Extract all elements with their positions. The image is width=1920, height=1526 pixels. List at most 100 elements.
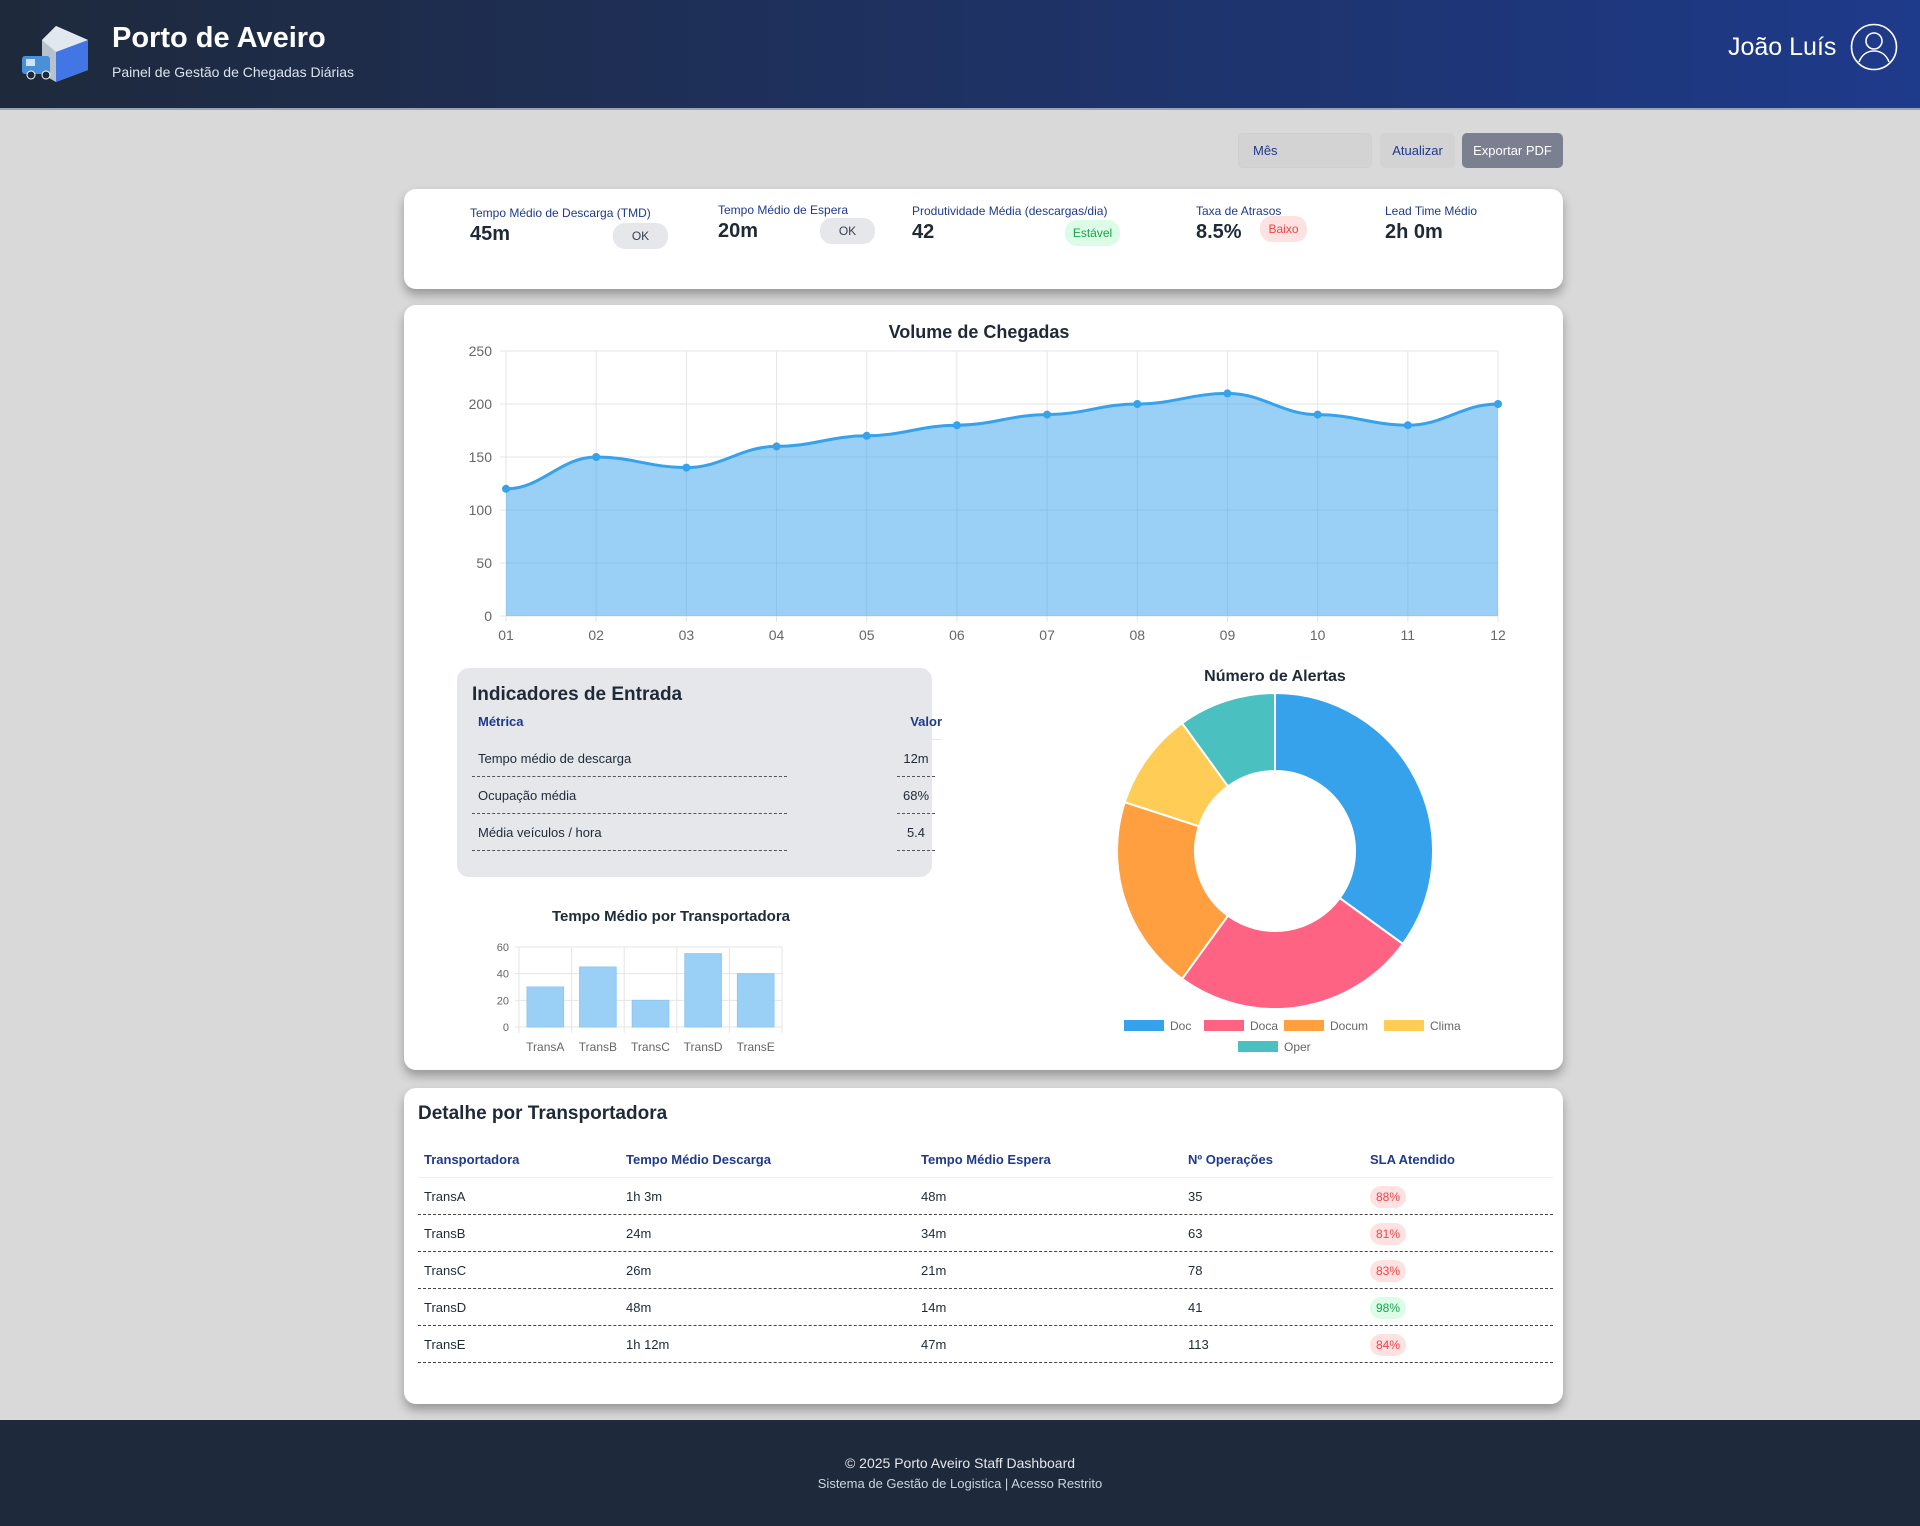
y-tick-label: 50 [476, 555, 492, 571]
legend-swatch [1124, 1020, 1164, 1031]
kpi-label: Tempo Médio de Descarga (TMD) [470, 206, 651, 220]
data-point [592, 453, 601, 461]
kpi-badge: Estável [1065, 220, 1120, 246]
donut-slice [1274, 691, 1434, 946]
table-row[interactable]: TransD 48m 14m 41 98% [418, 1289, 1553, 1326]
table-row[interactable]: TransB 24m 34m 63 81% [418, 1215, 1553, 1252]
donut-slice [1180, 691, 1276, 788]
footer-copyright: © 2025 Porto Aveiro Staff Dashboard [844, 1455, 1076, 1471]
x-tick-label: TransD [684, 1040, 723, 1054]
y-tick-label: 60 [497, 942, 509, 954]
legend-label: Clima [1430, 1019, 1461, 1033]
legend-swatch [1284, 1020, 1324, 1031]
x-tick-label: TransC [631, 1040, 670, 1054]
user-circle-icon[interactable] [1850, 23, 1898, 71]
y-tick-label: 150 [469, 449, 493, 465]
bar [684, 953, 722, 1028]
y-tick-label: 250 [469, 343, 493, 359]
legend-swatch [1238, 1041, 1278, 1052]
col-header[interactable]: SLA Atendido [1370, 1152, 1455, 1167]
col-header[interactable]: Nº Operações [1188, 1152, 1273, 1167]
indicator-value: 68% [897, 777, 935, 814]
legend-label: Oper [1284, 1040, 1311, 1054]
carrier-time-bar-chart: Tempo Médio por Transportadora 0 20 40 60 Tra… [497, 908, 791, 1054]
kpi-wait: Tempo Médio de Espera 20m [718, 203, 848, 243]
legend-label: Doc [1170, 1019, 1191, 1033]
series-line [505, 391, 1499, 491]
legend-label: Doca [1250, 1019, 1278, 1033]
alerts-donut-chart: Número de Alertas Doc Doca Docum Clima Oper [1116, 668, 1461, 1054]
chart-title: Volume de Chegadas [889, 322, 1070, 342]
table-row[interactable]: TransE 1h 12m 47m 113 84% [418, 1326, 1553, 1363]
area-fill [506, 393, 1498, 616]
x-tick-label: 03 [679, 627, 695, 643]
bar [579, 966, 617, 1028]
kpi-label: Lead Time Médio [1385, 204, 1478, 218]
donut-slice [1116, 800, 1230, 981]
indicator-value: 12m [897, 740, 935, 777]
metric-header: Métrica [472, 703, 787, 740]
indicator-metric: Tempo médio de descarga [472, 740, 787, 777]
y-tick-label: 200 [469, 396, 493, 412]
app-subtitle: Painel de Gestão de Chegadas Diárias [112, 64, 355, 80]
table-title: Detalhe por Transportadora [418, 1103, 668, 1124]
carrier-name: TransA [424, 1189, 466, 1204]
unload-time: 26m [626, 1263, 652, 1278]
table-row[interactable]: TransA 1h 3m 48m 35 88% [418, 1178, 1553, 1215]
wait-time: 47m [921, 1337, 947, 1352]
kpi-badge: Baixo [1260, 216, 1307, 242]
kpi-value: 42 [912, 221, 935, 243]
legend-swatch [1204, 1020, 1244, 1031]
kpi-value: 20m [718, 220, 759, 242]
x-tick-label: 07 [1039, 627, 1055, 643]
data-point [1043, 410, 1052, 419]
unload-time: 1h 3m [626, 1189, 663, 1204]
wait-time: 48m [921, 1189, 947, 1204]
user-name[interactable]: João Luís [1728, 33, 1837, 61]
carrier-name: TransB [424, 1226, 466, 1241]
data-point [1313, 410, 1322, 419]
kpi-value: 8.5% [1196, 221, 1242, 243]
legend-label: Docum [1330, 1019, 1368, 1033]
data-point [1133, 400, 1142, 408]
sla-badge: 83% [1370, 1260, 1407, 1282]
wait-time: 14m [921, 1300, 947, 1315]
bar [631, 999, 670, 1028]
x-tick-label: TransA [526, 1040, 564, 1054]
value-header: Valor [892, 703, 942, 740]
col-header[interactable]: Tempo Médio Espera [921, 1152, 1051, 1167]
col-header[interactable]: Tempo Médio Descarga [626, 1152, 771, 1167]
x-tick-label: TransE [737, 1040, 775, 1054]
table-row[interactable]: TransC 26m 21m 78 83% [418, 1252, 1553, 1289]
carrier-name: TransC [424, 1263, 467, 1278]
y-tick-label: 20 [497, 995, 509, 1007]
kpi-label: Tempo Médio de Espera [718, 203, 849, 217]
kpi-card: Tempo Médio de Descarga (TMD) 45m OK Tem… [404, 189, 1563, 289]
unload-time: 1h 12m [626, 1337, 670, 1352]
sla-badge: 98% [1370, 1297, 1407, 1319]
data-point [772, 442, 781, 451]
indicator-metric: Média veículos / hora [472, 814, 787, 851]
app-header: Porto de Aveiro Painel de Gestão de Cheg… [0, 0, 1920, 110]
unload-time: 48m [626, 1300, 652, 1315]
data-point [502, 484, 510, 493]
kpi-productivity: Produtividade Média (descargas/dia) 42 [912, 204, 1107, 244]
export-pdf-button[interactable]: Exportar PDF [1462, 133, 1563, 168]
indicator-metric: Ocupação média [472, 777, 787, 814]
kpi-value: 45m [470, 223, 511, 245]
footer: © 2025 Porto Aveiro Staff Dashboard Sist… [0, 1420, 1920, 1526]
x-tick-label: 05 [859, 627, 875, 643]
kpi-label: Produtividade Média (descargas/dia) [912, 204, 1108, 218]
data-point [862, 431, 871, 440]
chart-title: Número de Alertas [1204, 668, 1346, 685]
col-header[interactable]: Transportadora [424, 1152, 520, 1167]
kpi-lead-time: Lead Time Médio 2h 0m [1385, 204, 1477, 244]
kpi-value: 2h 0m [1385, 221, 1443, 243]
period-select[interactable]: Mês [1238, 133, 1372, 168]
sla-badge: 88% [1370, 1186, 1407, 1208]
x-tick-label: 02 [588, 627, 604, 643]
x-tick-label: 12 [1490, 627, 1506, 643]
chart-title: Tempo Médio por Transportadora [552, 908, 791, 925]
refresh-button[interactable]: Atualizar [1380, 133, 1455, 168]
app-title: Porto de Aveiro [112, 22, 326, 54]
